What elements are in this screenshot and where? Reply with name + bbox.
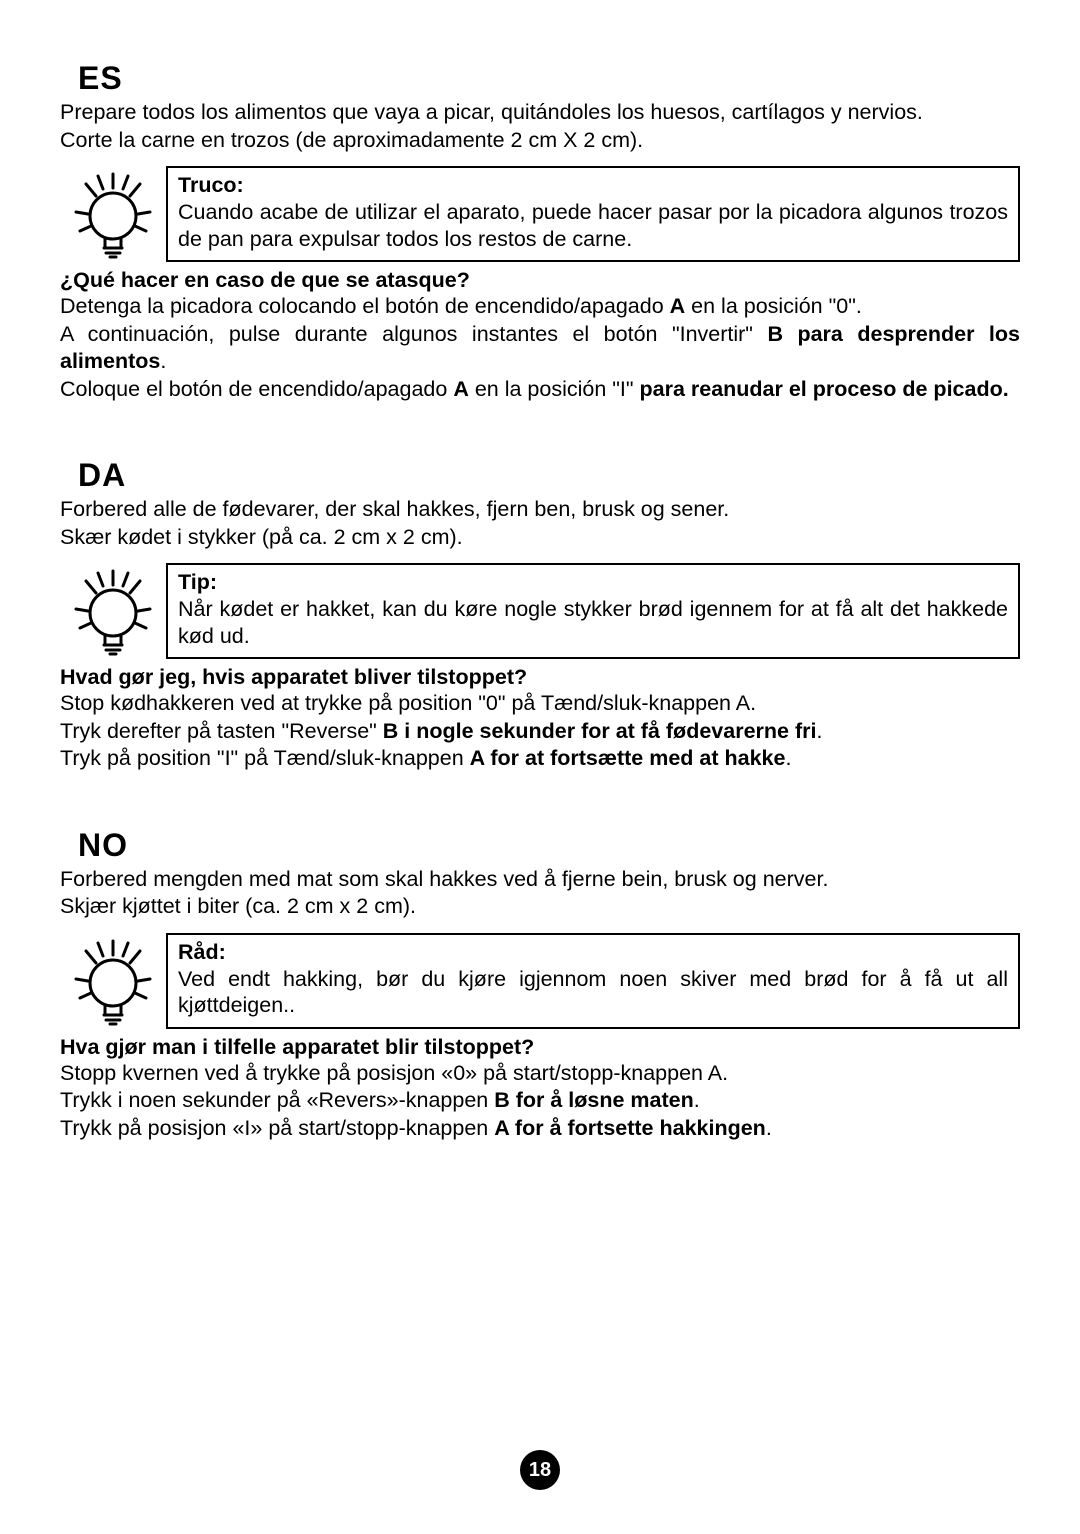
- tip-box: Truco: Cuando acabe de utilizar el apara…: [166, 166, 1020, 262]
- lightbulb-idea-icon: [68, 563, 158, 659]
- lang-code: ES: [78, 60, 1020, 97]
- intro-text: Forbered mengden med mat som skal hakkes…: [60, 866, 1020, 921]
- tip-row: Truco: Cuando acabe de utilizar el apara…: [60, 166, 1020, 262]
- question-heading: Hva gjør man i tilfelle apparatet blir t…: [60, 1035, 1020, 1060]
- page-number: 18: [520, 1450, 560, 1490]
- lang-code: DA: [78, 457, 1020, 494]
- tip-title: Truco:: [178, 173, 244, 197]
- tip-box: Råd: Ved endt hakking, bør du kjøre igje…: [166, 933, 1020, 1029]
- tip-box: Tip: Når kødet er hakket, kan du køre no…: [166, 563, 1020, 659]
- steps-text: Stopp kvernen ved å trykke på posisjon «…: [60, 1060, 1020, 1143]
- lightbulb-idea-icon: [68, 933, 158, 1029]
- question-heading: Hvad gør jeg, hvis apparatet bliver tils…: [60, 665, 1020, 690]
- lang-section-no: NO Forbered mengden med mat som skal hak…: [60, 827, 1020, 1143]
- intro-text: Forbered alle de fødevarer, der skal hak…: [60, 496, 1020, 551]
- tip-body: Når kødet er hakket, kan du køre nogle s…: [178, 597, 1008, 648]
- lang-section-es: ES Prepare todos los alimentos que vaya …: [60, 60, 1020, 403]
- tip-row: Råd: Ved endt hakking, bør du kjøre igje…: [60, 933, 1020, 1029]
- steps-text: Detenga la picadora colocando el botón d…: [60, 293, 1020, 403]
- question-heading: ¿Qué hacer en caso de que se atasque?: [60, 268, 1020, 293]
- tip-body: Cuando acabe de utilizar el aparato, pue…: [178, 200, 1008, 251]
- tip-title: Tip:: [178, 570, 217, 594]
- lang-code: NO: [78, 827, 1020, 864]
- bulb-icon-wrap: [60, 933, 166, 1029]
- lang-section-da: DA Forbered alle de fødevarer, der skal …: [60, 457, 1020, 773]
- bulb-icon-wrap: [60, 563, 166, 659]
- tip-body: Ved endt hakking, bør du kjøre igjennom …: [178, 967, 1008, 1018]
- lightbulb-idea-icon: [68, 166, 158, 262]
- tip-row: Tip: Når kødet er hakket, kan du køre no…: [60, 563, 1020, 659]
- bulb-icon-wrap: [60, 166, 166, 262]
- intro-text: Prepare todos los alimentos que vaya a p…: [60, 99, 1020, 154]
- tip-title: Råd:: [178, 940, 226, 964]
- steps-text: Stop kødhakkeren ved at trykke på positi…: [60, 690, 1020, 773]
